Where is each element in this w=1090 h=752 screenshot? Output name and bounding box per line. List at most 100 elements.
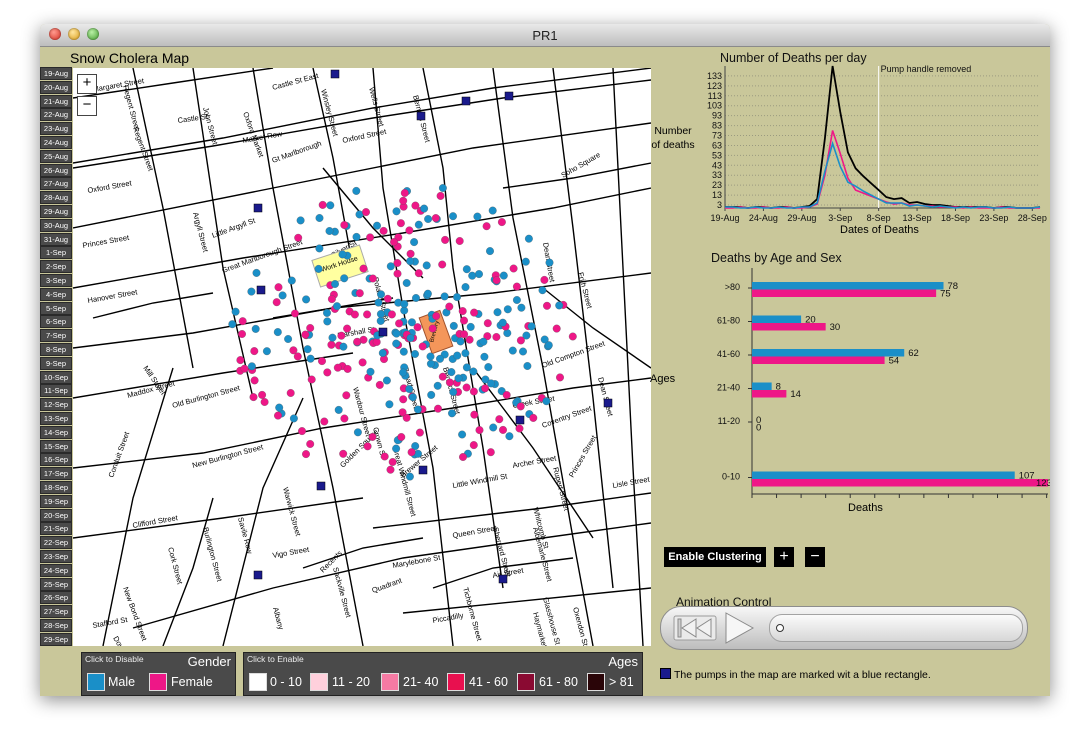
date-button-2-sep[interactable]: 2-Sep [40,260,72,274]
date-button-6-sep[interactable]: 6-Sep [40,315,72,329]
date-button-14-sep[interactable]: 14-Sep [40,425,72,439]
death-marker [323,308,331,317]
female-swatch[interactable] [149,673,167,691]
death-marker [469,367,478,376]
death-marker [228,320,237,329]
date-button-21-sep[interactable]: 21-Sep [40,522,72,536]
date-button-29-aug[interactable]: 29-Aug [40,205,72,218]
death-marker [293,352,302,361]
date-button-20-sep[interactable]: 20-Sep [40,508,72,522]
age-21-40-swatch[interactable] [381,673,399,691]
death-marker [260,398,269,406]
date-button-26-aug[interactable]: 26-Aug [40,163,72,177]
gender-legend[interactable]: Click to Disable Gender Male Female [81,652,236,696]
date-button-30-aug[interactable]: 30-Aug [40,218,72,232]
date-button-3-sep[interactable]: 3-Sep [40,274,72,287]
date-button-19-aug[interactable]: 19-Aug [40,67,72,80]
date-button-12-sep[interactable]: 12-Sep [40,398,72,412]
age-61-80-label[interactable]: 61 - 80 [539,675,578,689]
date-button-17-sep[interactable]: 17-Sep [40,467,72,481]
y-tick-label: 23 [712,180,722,190]
age-41-60-label[interactable]: 41 - 60 [469,675,508,689]
date-button-18-sep[interactable]: 18-Sep [40,481,72,494]
date-button-24-aug[interactable]: 24-Aug [40,136,72,149]
date-button-16-sep[interactable]: 16-Sep [40,453,72,467]
series-line-2 [725,140,1041,209]
age-11-20-label[interactable]: 11 - 20 [332,675,370,689]
age-81-swatch[interactable] [587,673,605,691]
age-81-label[interactable]: > 81 [609,675,634,689]
date-button-28-sep[interactable]: 28-Sep [40,619,72,632]
date-button-5-sep[interactable]: 5-Sep [40,301,72,315]
date-button-23-aug[interactable]: 23-Aug [40,122,72,136]
date-button-26-sep[interactable]: 26-Sep [40,591,72,605]
date-button-25-aug[interactable]: 25-Aug [40,149,72,163]
female-label[interactable]: Female [171,675,213,689]
age-11-20-swatch[interactable] [310,673,328,691]
date-button-28-aug[interactable]: 28-Aug [40,191,72,205]
slider-knob[interactable] [776,624,784,632]
date-button-29-sep[interactable]: 29-Sep [40,632,72,646]
date-button-20-aug[interactable]: 20-Aug [40,80,72,94]
age-21-40-label[interactable]: 21- 40 [403,675,439,689]
age-legend[interactable]: Click to Enable Ages 0 - 10 11 - 20 21- … [243,652,643,696]
death-marker [487,379,496,388]
rewind-button[interactable] [673,615,719,641]
age-61-80-swatch[interactable] [517,673,535,691]
male-swatch[interactable] [87,673,105,691]
age-41-60-swatch[interactable] [447,673,465,691]
death-marker [505,432,514,441]
date-button-9-sep[interactable]: 9-Sep [40,356,72,370]
date-button-19-sep[interactable]: 19-Sep [40,494,72,508]
animation-slider[interactable] [769,614,1023,642]
death-marker [492,276,501,285]
date-button-11-sep[interactable]: 11-Sep [40,384,72,398]
pump-markers [253,69,613,584]
death-marker [355,289,364,298]
date-button-4-sep[interactable]: 4-Sep [40,287,72,301]
date-button-8-sep[interactable]: 8-Sep [40,343,72,356]
date-button-27-sep[interactable]: 27-Sep [40,605,72,619]
death-marker [258,390,267,399]
death-marker [284,335,293,343]
cluster-plus-button[interactable]: + [774,547,794,567]
age-0-10-swatch[interactable] [249,673,267,691]
age-0-10-label[interactable]: 0 - 10 [270,675,302,689]
death-marker [359,264,368,273]
cluster-minus-button[interactable]: − [805,547,825,567]
male-label[interactable]: Male [108,675,136,689]
date-button-25-sep[interactable]: 25-Sep [40,577,72,591]
date-button-23-sep[interactable]: 23-Sep [40,550,72,563]
play-button[interactable] [723,611,757,645]
death-marker [423,289,432,298]
date-button-7-sep[interactable]: 7-Sep [40,329,72,343]
date-button-27-aug[interactable]: 27-Aug [40,177,72,191]
enable-clustering-button[interactable]: Enable Clustering [664,547,766,567]
death-marker [315,244,324,253]
date-button-21-aug[interactable]: 21-Aug [40,94,72,108]
date-button-15-sep[interactable]: 15-Sep [40,439,72,453]
death-marker [303,345,312,354]
minimize-window-button[interactable] [68,28,80,40]
date-button-31-aug[interactable]: 31-Aug [40,232,72,246]
death-marker [405,226,414,235]
death-marker [473,212,482,221]
date-button-22-sep[interactable]: 22-Sep [40,536,72,550]
date-button-1-sep[interactable]: 1-Sep [40,246,72,260]
close-window-button[interactable] [49,28,61,40]
death-marker [461,349,470,358]
date-button-10-sep[interactable]: 10-Sep [40,370,72,384]
bar-male [752,382,772,390]
map-zoom-out-button[interactable]: − [77,96,97,116]
date-button-24-sep[interactable]: 24-Sep [40,563,72,577]
date-button-22-aug[interactable]: 22-Aug [40,108,72,122]
date-button-13-sep[interactable]: 13-Sep [40,412,72,425]
zoom-window-button[interactable] [87,28,99,40]
death-marker [343,364,352,373]
death-marker [320,417,329,426]
death-marker [386,465,395,474]
street-line-3 [73,187,651,289]
death-marker [398,408,407,417]
map-zoom-in-button[interactable]: + [77,74,97,94]
